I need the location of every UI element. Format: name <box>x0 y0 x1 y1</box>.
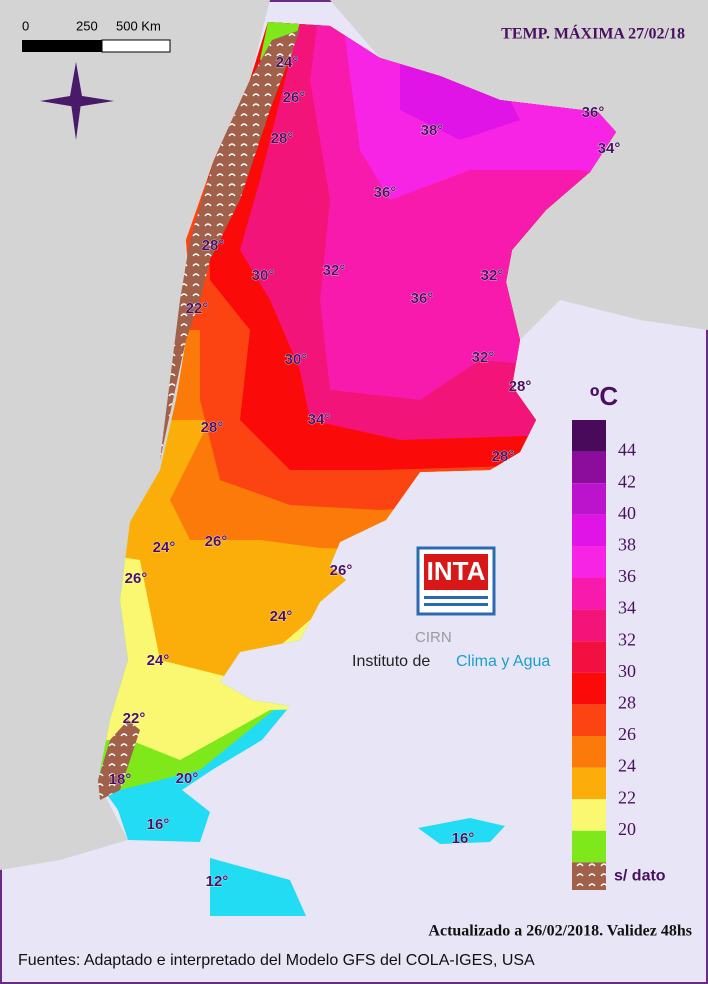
scale-bar <box>22 40 102 52</box>
legend-swatch <box>572 767 606 800</box>
updated-note: Actualizado a 26/02/2018. Validez 48hs <box>428 923 692 940</box>
map-title: TEMP. MÁXIMA 27/02/18 <box>501 24 685 43</box>
isotherm-label: 28° <box>201 419 224 436</box>
logo-red <box>424 554 488 590</box>
isotherm-label: 28° <box>202 237 225 254</box>
isotherm-label: 36° <box>411 290 434 307</box>
legend-swatch <box>572 514 606 547</box>
legend-swatch <box>572 420 606 452</box>
legend-title: ºC <box>590 381 618 411</box>
scale-bar <box>101 39 171 53</box>
isotherm-label: 22° <box>123 710 146 727</box>
isotherm-label: 38° <box>421 122 444 139</box>
logo-unit: CIRN <box>415 629 452 646</box>
isotherm-label: 26° <box>125 570 148 587</box>
legend-label: 30 <box>618 661 636 681</box>
isotherm-label: 30° <box>252 267 275 284</box>
logo-mark: INTA <box>427 556 486 586</box>
isotherm-label: 26° <box>205 533 228 550</box>
isotherm-label: 34° <box>308 411 331 428</box>
isotherm-label: 34° <box>598 140 621 157</box>
isotherm-label: 28° <box>492 448 515 465</box>
isotherm-label: 16° <box>147 816 170 833</box>
logo-name: Instituto de <box>352 653 430 670</box>
isotherm-label: 28° <box>509 378 532 395</box>
legend-swatch <box>572 704 606 736</box>
map-scale: 0 250 500 Km <box>22 18 171 53</box>
legend-no-data-swatch <box>572 862 606 890</box>
legend-label: 20 <box>618 819 636 839</box>
legend-swatch <box>572 578 606 610</box>
legend-swatch <box>572 546 606 578</box>
isotherm-label: 24° <box>276 54 299 71</box>
isotherm-label: 26° <box>330 562 353 579</box>
isotherm-label: 12° <box>206 873 229 890</box>
isotherm-label: 16° <box>452 830 475 847</box>
sources-note: Fuentes: Adaptado e interpretado del Mod… <box>18 952 535 969</box>
logo-line <box>424 603 488 606</box>
legend-swatch <box>572 736 606 768</box>
isotherm-label: 24° <box>147 652 170 669</box>
isotherm-label: 32° <box>323 262 346 279</box>
legend-swatch <box>572 451 606 484</box>
compass-rose <box>40 62 114 140</box>
isotherm-label: 26° <box>283 89 306 106</box>
neighbours <box>330 0 708 340</box>
legend-label: 32 <box>618 629 636 649</box>
logo-line <box>424 596 488 599</box>
scale-label: 0 <box>22 18 29 33</box>
legend-label: 24 <box>618 756 636 776</box>
isotherm-label: 36° <box>374 184 397 201</box>
legend: 44 42 40 38 36 34 32 30 28 26 24 22 20 s/ dato <box>572 420 666 890</box>
chile <box>0 0 270 870</box>
isotherm-label: 18° <box>109 771 132 788</box>
legend-swatch <box>572 641 606 673</box>
isotherm-label: 32° <box>481 267 504 284</box>
isotherm-label: 20° <box>176 770 199 787</box>
logo: INTA CIRN Instituto de Clima y Agua <box>352 546 550 670</box>
legend-swatch <box>572 609 606 642</box>
legend-label: 40 <box>618 503 636 523</box>
legend-label: 28 <box>618 693 636 713</box>
isotherm-label: 24° <box>153 539 176 556</box>
isotherm-label: 32° <box>472 349 495 366</box>
legend-swatch <box>572 483 606 515</box>
isotherm-label: 36° <box>582 104 605 121</box>
legend-label: 34 <box>618 598 636 618</box>
scale-label: 250 <box>76 18 98 33</box>
isotherm-labels: 24° 26° 28° 38° 36° 34° 36° 28° 30° 32° … <box>108 54 621 891</box>
legend-label: 38 <box>618 535 636 555</box>
logo-name-highlight: Clima y Agua <box>456 653 550 670</box>
isotherm-label: 24° <box>270 608 293 625</box>
isotherm-label: 28° <box>271 130 294 147</box>
legend-swatch <box>572 830 606 863</box>
legend-label: 22 <box>618 787 636 807</box>
legend-label: 44 <box>618 440 636 460</box>
isotherm-label: 22° <box>186 300 209 317</box>
no-data-area <box>98 720 140 800</box>
legend-label: 42 <box>618 471 636 491</box>
legend-no-data-label: s/ dato <box>614 868 666 885</box>
scale-label: 500 Km <box>116 18 161 33</box>
legend-label: 36 <box>618 566 636 586</box>
legend-swatch <box>572 672 606 705</box>
legend-swatch <box>572 799 606 831</box>
isotherm-label: 30° <box>285 351 308 368</box>
legend-label: 26 <box>618 724 636 744</box>
